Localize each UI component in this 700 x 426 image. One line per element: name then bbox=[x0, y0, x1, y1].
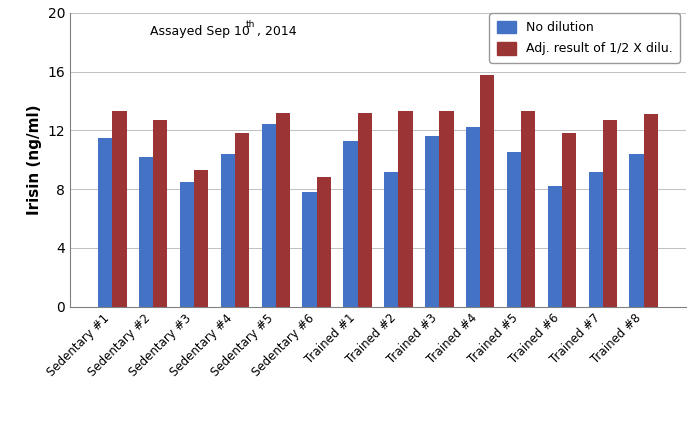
Y-axis label: Irisin (ng/ml): Irisin (ng/ml) bbox=[27, 104, 42, 215]
Bar bbox=[384, 172, 398, 307]
Text: Assayed Sep 10: Assayed Sep 10 bbox=[150, 25, 250, 37]
Bar bbox=[629, 154, 644, 307]
Bar bbox=[112, 111, 127, 307]
Bar bbox=[276, 113, 290, 307]
Bar bbox=[480, 75, 494, 307]
Bar bbox=[425, 136, 440, 307]
Bar bbox=[440, 111, 454, 307]
Bar bbox=[358, 113, 372, 307]
Bar bbox=[547, 186, 562, 307]
Bar bbox=[466, 127, 480, 307]
Text: , 2014: , 2014 bbox=[257, 25, 296, 37]
Bar bbox=[153, 120, 167, 307]
Bar bbox=[521, 111, 536, 307]
Bar bbox=[98, 138, 112, 307]
Bar bbox=[194, 170, 209, 307]
Bar bbox=[302, 192, 316, 307]
Text: th: th bbox=[246, 20, 255, 29]
Bar bbox=[603, 120, 617, 307]
Bar bbox=[589, 172, 603, 307]
Bar bbox=[398, 111, 413, 307]
Bar bbox=[316, 177, 331, 307]
Bar bbox=[235, 133, 249, 307]
Bar bbox=[644, 114, 658, 307]
Bar bbox=[343, 141, 358, 307]
Bar bbox=[139, 157, 153, 307]
Bar bbox=[220, 154, 235, 307]
Bar bbox=[562, 133, 576, 307]
Bar bbox=[180, 182, 194, 307]
Bar bbox=[507, 153, 521, 307]
Legend: No dilution, Adj. result of 1/2 X dilu.: No dilution, Adj. result of 1/2 X dilu. bbox=[489, 13, 680, 63]
Bar bbox=[262, 124, 276, 307]
